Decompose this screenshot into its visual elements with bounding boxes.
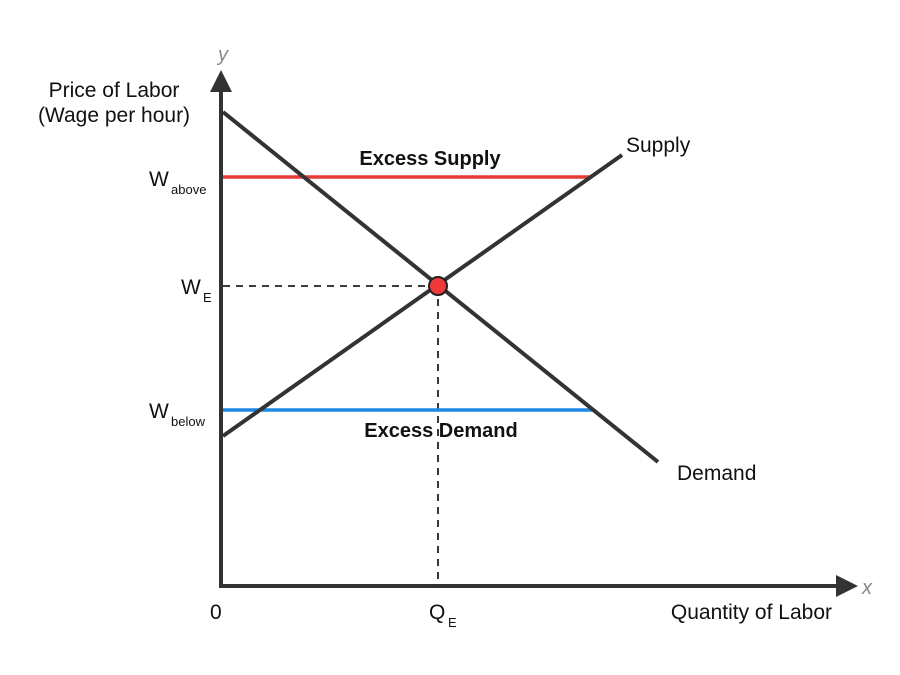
- wage-equilibrium-main: W: [181, 276, 201, 299]
- x-axis-letter: x: [861, 577, 873, 599]
- excess-supply-label: Excess Supply: [359, 148, 501, 170]
- wage-equilibrium-sub: E: [203, 290, 212, 305]
- y-axis-title-line2: (Wage per hour): [38, 104, 190, 127]
- wage-below-sub: below: [171, 414, 206, 429]
- wage-above-sub: above: [171, 182, 206, 197]
- quantity-equilibrium-main: Q: [429, 601, 445, 624]
- supply-curve: [221, 153, 624, 438]
- excess-demand-label: Excess Demand: [364, 420, 517, 442]
- equilibrium-point: [428, 276, 448, 296]
- wage-above-main: W: [149, 168, 169, 191]
- demand-label: Demand: [677, 462, 756, 485]
- x-axis-arrowhead: [836, 575, 858, 597]
- y-axis-letter: y: [216, 44, 229, 66]
- supply-label: Supply: [626, 134, 691, 157]
- y-axis-title-line1: Price of Labor: [49, 79, 180, 102]
- x-axis-title: Quantity of Labor: [671, 601, 832, 624]
- origin-label: 0: [210, 601, 222, 624]
- quantity-equilibrium-sub: E: [448, 615, 457, 630]
- y-axis-arrowhead: [210, 70, 232, 92]
- wage-below-main: W: [149, 400, 169, 423]
